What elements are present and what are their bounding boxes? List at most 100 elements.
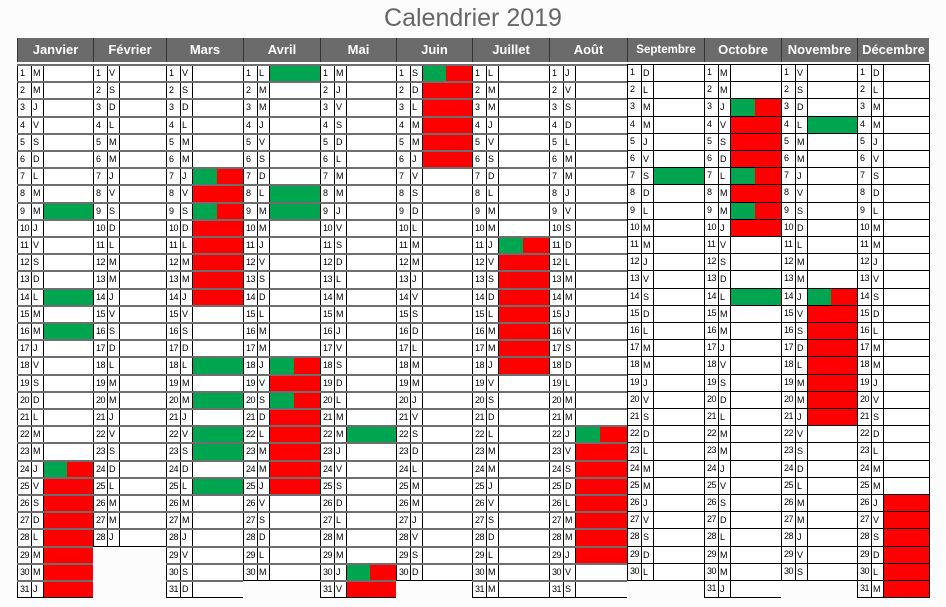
event-area[interactable] <box>499 393 549 408</box>
event-area[interactable] <box>654 323 704 339</box>
event-area[interactable] <box>654 495 704 511</box>
day-cell[interactable]: 28 <box>166 528 243 546</box>
day-cell[interactable]: 5 <box>320 132 396 150</box>
day-cell[interactable]: 18 <box>93 356 166 374</box>
day-cell[interactable]: 3 <box>627 98 704 116</box>
event-area[interactable] <box>44 83 93 98</box>
event-area[interactable] <box>808 495 857 511</box>
day-cell[interactable]: 1 <box>166 64 243 82</box>
day-cell[interactable]: 20 <box>396 390 472 408</box>
event-area[interactable] <box>44 376 93 391</box>
day-cell[interactable]: 24 <box>243 459 320 477</box>
day-cell[interactable]: 25 <box>549 476 627 494</box>
event-area[interactable] <box>731 185 781 202</box>
day-cell[interactable]: 25 <box>781 476 857 494</box>
event-area[interactable] <box>576 272 627 287</box>
event-area[interactable] <box>499 565 549 580</box>
day-cell[interactable]: 9 <box>396 201 472 219</box>
event-area[interactable] <box>193 376 243 391</box>
event-area[interactable] <box>423 255 472 270</box>
day-cell[interactable]: 4 <box>243 115 320 133</box>
day-cell[interactable]: 11 <box>781 236 857 254</box>
event-area[interactable] <box>347 410 396 425</box>
day-cell[interactable]: 13 <box>243 270 320 288</box>
event-area[interactable] <box>884 220 929 236</box>
day-cell[interactable]: 20 <box>93 390 166 408</box>
day-cell[interactable]: 13 <box>781 270 857 288</box>
event-area[interactable] <box>499 100 549 115</box>
event-area[interactable] <box>120 221 166 236</box>
day-cell[interactable]: 29 <box>472 545 549 563</box>
day-cell[interactable]: 7 <box>396 167 472 185</box>
event-area[interactable] <box>193 66 243 81</box>
event-area[interactable] <box>270 118 320 133</box>
day-cell[interactable]: 8 <box>93 184 166 202</box>
event-area[interactable] <box>731 564 781 580</box>
day-cell[interactable]: 21 <box>781 408 857 426</box>
event-area[interactable] <box>44 324 93 340</box>
event-area[interactable] <box>423 496 472 511</box>
day-cell[interactable]: 16 <box>243 322 320 340</box>
day-cell[interactable]: 24 <box>704 459 781 477</box>
day-cell[interactable]: 14 <box>857 287 929 305</box>
day-cell[interactable]: 13 <box>166 270 243 288</box>
event-area[interactable] <box>120 83 166 98</box>
event-area[interactable] <box>499 410 549 425</box>
event-area[interactable] <box>270 530 320 545</box>
day-cell[interactable]: 31 <box>857 580 929 599</box>
event-area[interactable] <box>576 169 627 184</box>
day-cell[interactable]: 26 <box>166 494 243 512</box>
event-area[interactable] <box>654 529 704 545</box>
event-area[interactable] <box>654 203 704 219</box>
day-cell[interactable]: 24 <box>472 459 549 477</box>
day-cell[interactable]: 31 <box>17 580 93 599</box>
event-area[interactable] <box>423 530 472 545</box>
day-cell[interactable]: 11 <box>549 236 627 254</box>
day-cell[interactable]: 8 <box>320 184 396 202</box>
day-cell[interactable]: 15 <box>472 304 549 322</box>
event-area[interactable] <box>44 530 93 546</box>
day-cell[interactable]: 17 <box>166 339 243 357</box>
day-cell[interactable]: 7 <box>17 167 93 185</box>
day-cell[interactable]: 26 <box>704 494 781 512</box>
event-area[interactable] <box>270 290 320 305</box>
day-cell[interactable]: 12 <box>704 253 781 271</box>
event-area[interactable] <box>731 340 781 356</box>
event-area[interactable] <box>499 427 549 442</box>
event-area[interactable] <box>499 548 549 563</box>
day-cell[interactable]: 13 <box>93 270 166 288</box>
day-cell[interactable]: 26 <box>396 494 472 512</box>
event-area[interactable] <box>423 66 472 82</box>
day-cell[interactable]: 14 <box>549 287 627 305</box>
day-cell[interactable]: 19 <box>549 373 627 391</box>
day-cell[interactable]: 13 <box>704 270 781 288</box>
day-cell[interactable]: 9 <box>857 201 929 219</box>
day-cell[interactable]: 23 <box>549 442 627 460</box>
day-cell[interactable]: 21 <box>857 408 929 426</box>
day-cell[interactable]: 10 <box>243 218 320 236</box>
day-cell[interactable]: 2 <box>627 81 704 99</box>
day-cell[interactable]: 15 <box>320 304 396 322</box>
day-cell[interactable]: 30 <box>396 562 472 581</box>
event-area[interactable] <box>347 238 396 253</box>
event-area[interactable] <box>576 410 627 425</box>
event-area[interactable] <box>120 376 166 391</box>
day-cell[interactable]: 24 <box>166 459 243 477</box>
event-area[interactable] <box>270 152 320 167</box>
event-area[interactable] <box>654 271 704 287</box>
event-area[interactable] <box>884 563 929 580</box>
event-area[interactable] <box>499 83 549 98</box>
day-cell[interactable]: 6 <box>627 150 704 168</box>
event-area[interactable] <box>423 204 472 219</box>
event-area[interactable] <box>499 306 549 322</box>
day-cell[interactable]: 3 <box>781 98 857 116</box>
day-cell[interactable]: 6 <box>704 150 781 168</box>
day-cell[interactable]: 11 <box>17 236 93 254</box>
event-area[interactable] <box>120 393 166 408</box>
day-cell[interactable]: 11 <box>93 236 166 254</box>
event-area[interactable] <box>193 462 243 477</box>
day-cell[interactable]: 15 <box>781 304 857 322</box>
event-area[interactable] <box>654 185 704 201</box>
event-area[interactable] <box>731 461 781 477</box>
event-area[interactable] <box>270 358 320 374</box>
